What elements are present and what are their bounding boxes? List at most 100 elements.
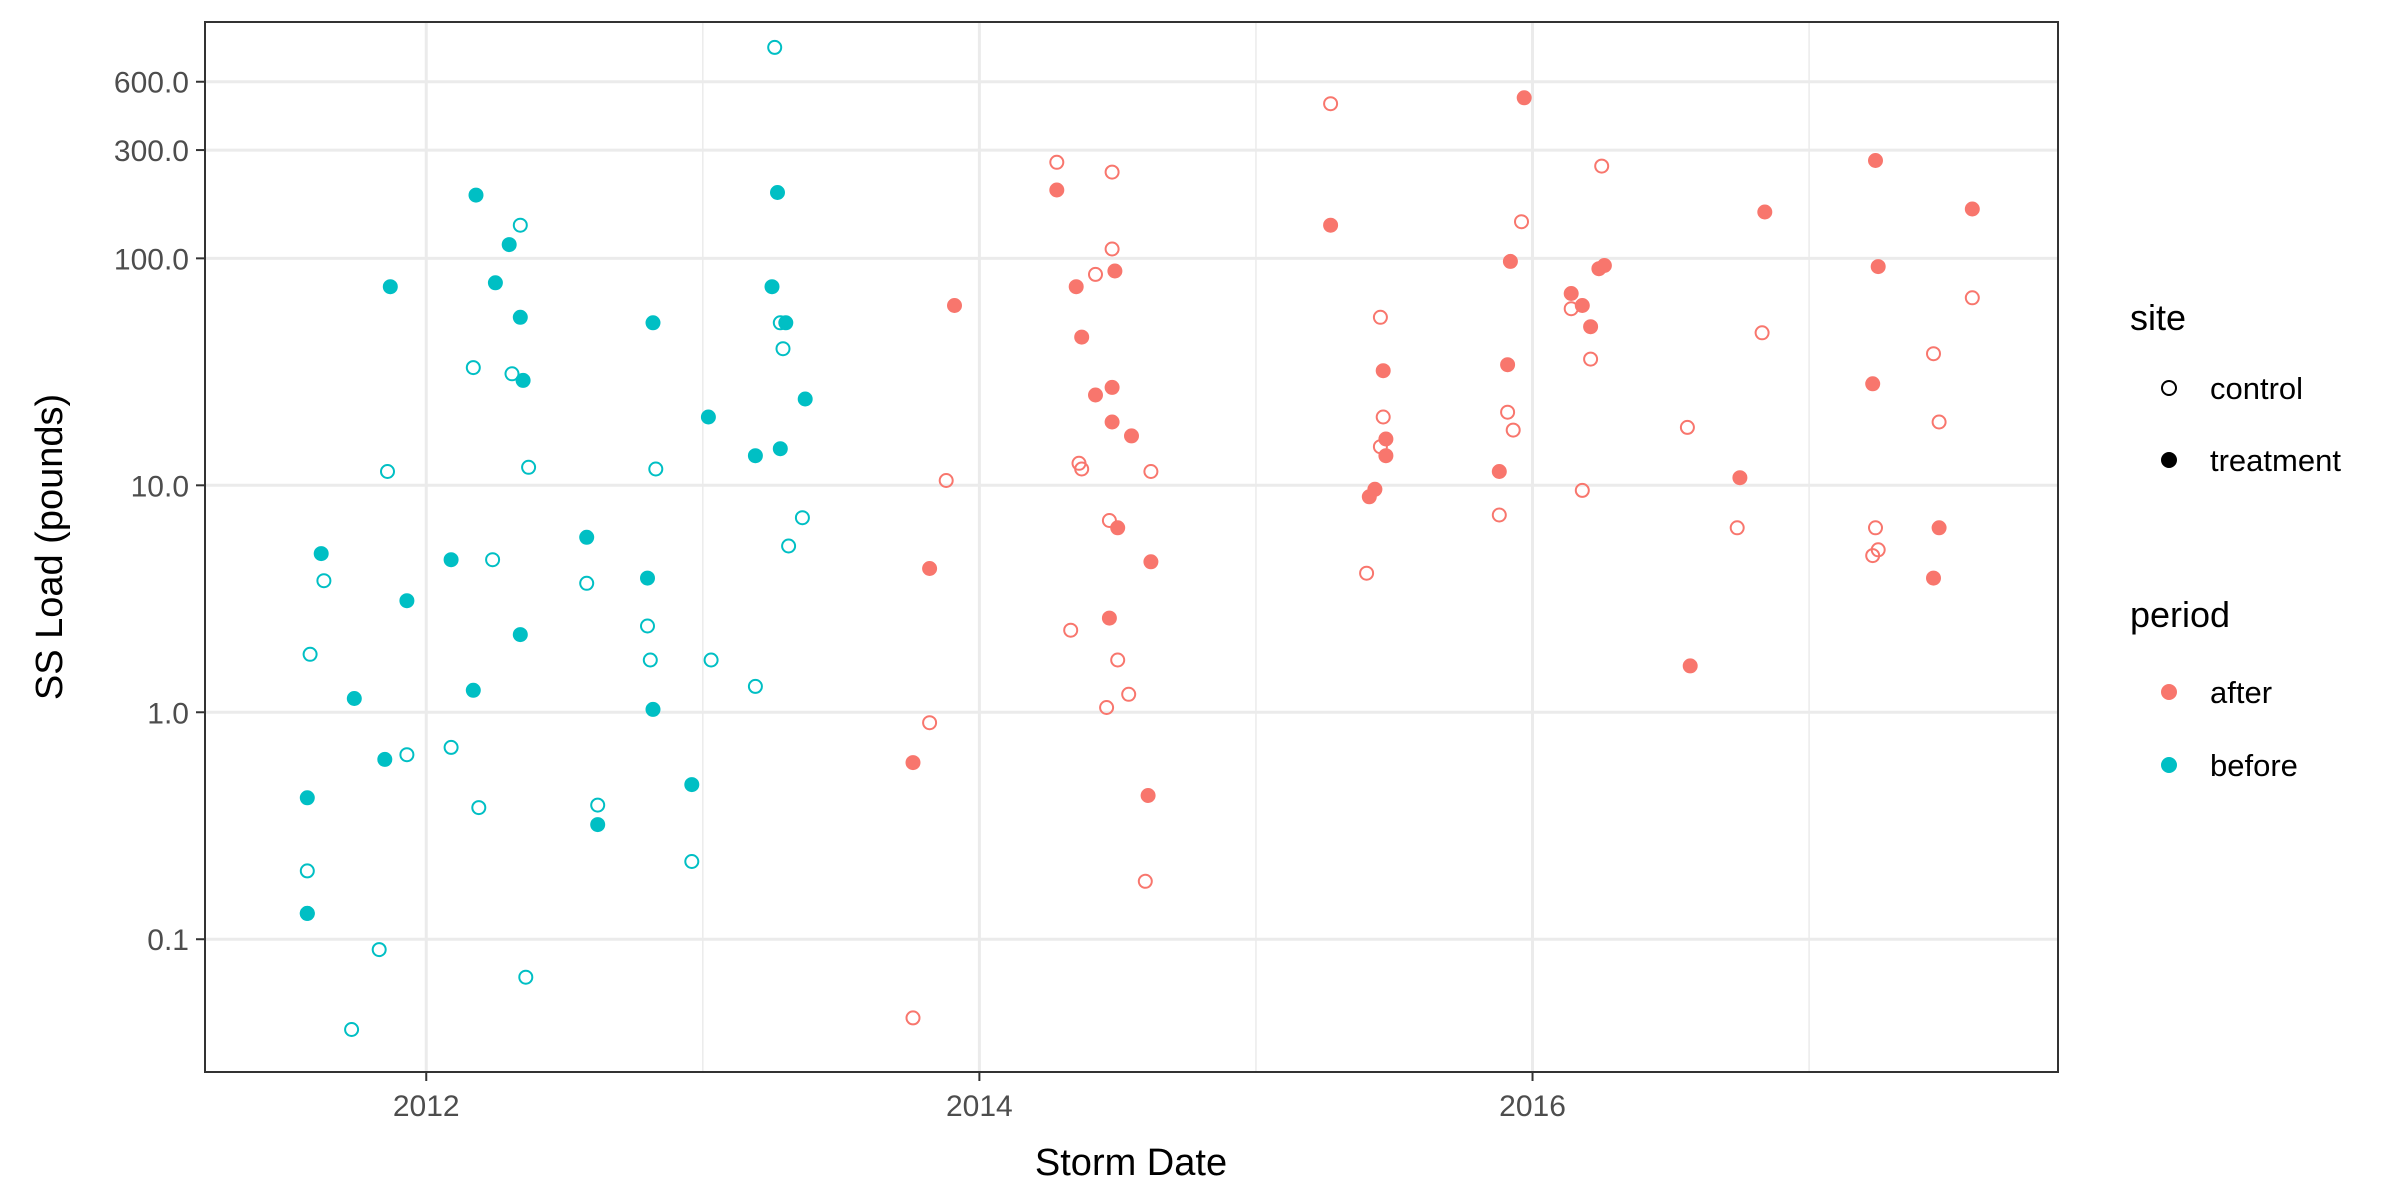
y-axis-title: SS Load (pounds) [29,394,71,700]
point-after-control [1729,520,1745,536]
point-before-control [302,646,318,662]
point-before-control [485,552,501,568]
legend-key-treatment [2161,452,2177,468]
point-after-control [1049,154,1065,170]
point-after-treatment [947,298,962,313]
legend-label-treatment: treatment [2210,443,2341,478]
point-after-control [1121,686,1137,702]
point-after-control [1104,164,1120,180]
point-after-control [905,1010,921,1026]
point-after-treatment [1491,464,1507,479]
point-before-control [465,360,481,376]
point-before-treatment [772,441,788,457]
point-before-control [471,800,487,816]
point-after-treatment [1107,263,1123,279]
point-after-control [1870,542,1886,558]
point-after-control [1594,158,1610,174]
point-after-treatment [1865,376,1881,392]
point-after-treatment [1563,286,1579,301]
point-before-treatment [399,593,415,609]
point-after-control [1500,404,1516,420]
point-before-control [767,39,783,55]
point-before-control [642,652,658,668]
point-after-treatment [1732,470,1748,486]
point-after-treatment [1110,520,1126,536]
point-after-treatment [1074,329,1090,345]
y-tick-label: 100.0 [114,243,189,276]
point-before-treatment [443,552,459,568]
point-after-control [1101,513,1117,528]
point-before-control [684,854,700,869]
point-after-treatment [1574,298,1590,313]
point-before-control [299,863,315,879]
point-before-treatment [778,315,794,331]
point-after-treatment [1682,658,1698,674]
x-tick-label: 2014 [946,1090,1013,1123]
point-before-control [794,510,810,526]
point-after-treatment [1143,554,1159,570]
point-after-treatment [1124,428,1139,444]
point-before-treatment [747,448,763,464]
point-after-treatment [1500,357,1516,373]
legend-label-after: after [2210,675,2272,710]
point-after-treatment [1104,379,1120,395]
point-after-control [1868,520,1883,536]
point-after-treatment [922,561,938,576]
point-after-control [1063,622,1079,638]
point-after-control [1754,325,1770,341]
point-after-treatment [1101,610,1117,626]
grid-lines [205,22,2058,1072]
point-before-treatment [684,777,700,793]
point-before-treatment [590,817,606,833]
point-before-control [371,942,387,958]
point-before-treatment [700,409,716,425]
point-before-treatment [299,790,315,806]
point-before-control [399,747,415,763]
point-before-control [579,575,595,591]
x-tick-label: 2016 [1499,1090,1566,1123]
point-after-treatment [1757,204,1773,220]
point-before-control [590,797,606,813]
panel-border [204,21,2059,1073]
point-before-treatment [346,691,362,706]
point-before-treatment [299,905,315,921]
point-after-control [1110,652,1126,668]
point-before-treatment [645,315,661,331]
point-after-control [1099,700,1115,715]
point-after-control [922,715,938,731]
point-after-control [1583,351,1599,367]
point-after-treatment [1140,788,1156,803]
point-before-control [316,573,332,589]
axes: 2012 2014 2016 0.1 1.0 10.0 100.0 300.0 600.0 [114,67,1566,1123]
point-after-treatment [1931,520,1947,536]
point-after-treatment [1502,253,1518,269]
point-before-treatment [579,529,595,545]
x-tick-label: 2012 [393,1090,460,1123]
point-before-control [747,678,763,694]
point-after-control [1137,873,1153,889]
legend-key-control [2161,380,2177,396]
point-before-treatment [313,546,329,562]
point-before-treatment [501,237,517,253]
point-after-control [1964,290,1980,306]
point-after-treatment [1375,363,1391,379]
legend-key-before [2161,757,2177,773]
point-before-control [344,1022,360,1037]
point-after-treatment [1068,279,1084,295]
point-after-control [938,473,954,488]
point-after-control [1074,461,1090,477]
point-after-control [1375,409,1391,425]
legend-label-control: control [2210,371,2303,406]
point-before-treatment [645,701,661,717]
y-tick-label: 1.0 [147,697,189,730]
point-before-control [380,464,395,479]
y-tick-label: 0.1 [147,924,189,957]
point-after-treatment [1964,201,1980,217]
point-after-treatment [1596,258,1612,273]
point-after-control [1931,414,1947,430]
point-before-control [781,538,797,554]
y-tick-label: 600.0 [114,67,189,100]
point-before-control [518,969,534,985]
point-after-control [1514,214,1529,230]
